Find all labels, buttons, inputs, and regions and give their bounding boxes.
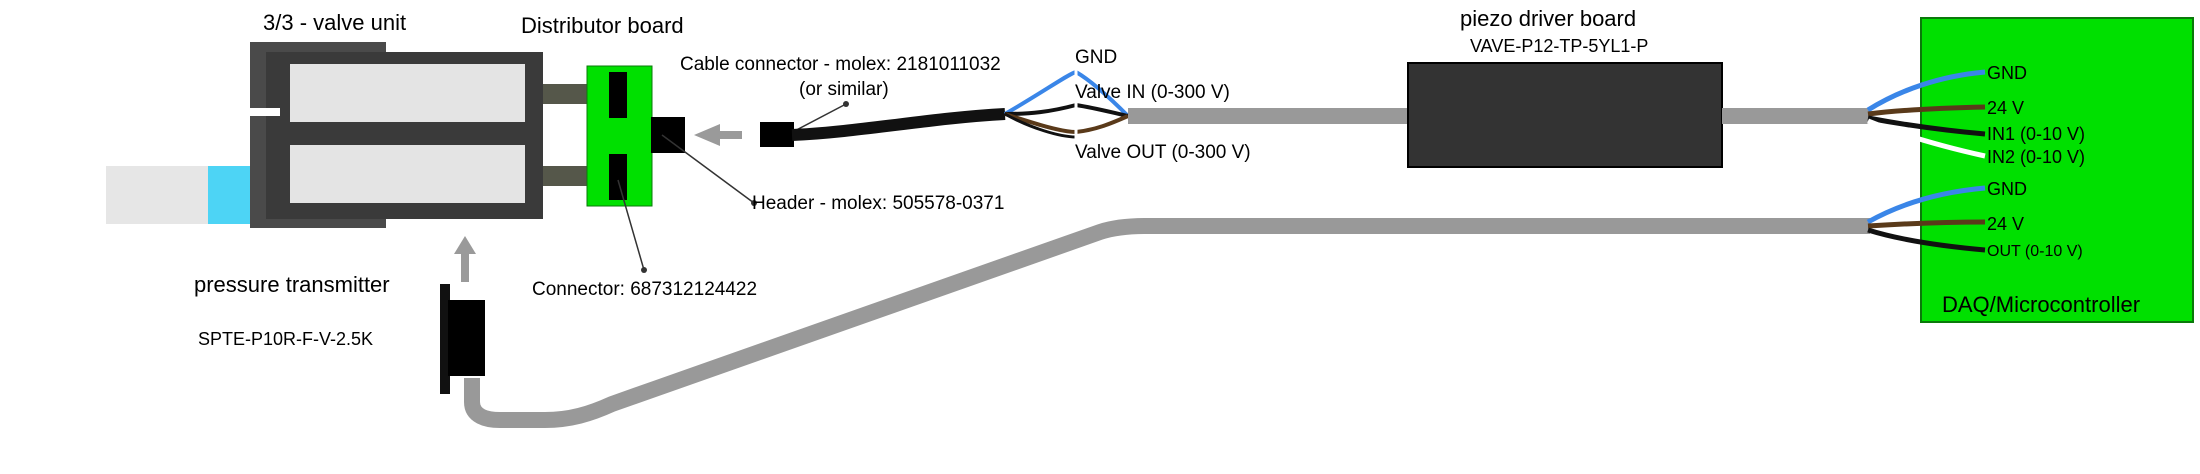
gray-cable-transmitter-daq bbox=[464, 218, 1870, 428]
cable-connector-label-1: Cable connector - molex: 2181011032 bbox=[680, 54, 1001, 75]
cable-connector-label-2: (or similar) bbox=[799, 79, 889, 100]
daq-pin-out: OUT (0-10 V) bbox=[1987, 243, 2083, 260]
daq-pin-gnd-2: GND bbox=[1987, 179, 2027, 199]
tube-fitting bbox=[208, 166, 250, 224]
cable-connector bbox=[760, 122, 794, 147]
pressure-transmitter-flange bbox=[440, 284, 450, 394]
cable-connector-leader-dot bbox=[843, 101, 849, 107]
valve-chamber-bottom bbox=[290, 145, 525, 203]
black-cable bbox=[791, 108, 1006, 141]
daq-wire-in2-white bbox=[1867, 118, 1986, 159]
daq-pin-24v-1: 24 V bbox=[1987, 98, 2024, 118]
daq-pin-in2: IN2 (0-10 V) bbox=[1987, 147, 2085, 167]
piezo-driver-title: piezo driver board bbox=[1460, 6, 1636, 31]
tube-end bbox=[106, 166, 210, 224]
wire-valve-out-label: Valve OUT (0-300 V) bbox=[1075, 142, 1251, 163]
daq-wire-24v-brown bbox=[1867, 104, 1986, 117]
header-leader bbox=[661, 134, 755, 204]
daq-title: DAQ/Microcontroller bbox=[1942, 292, 2140, 317]
valve-chamber-top bbox=[290, 64, 525, 122]
daq-pin-24v-2: 24 V bbox=[1987, 214, 2024, 234]
wire-black-lower bbox=[1004, 112, 1077, 139]
daq-pin-gnd-1: GND bbox=[1987, 63, 2027, 83]
distributor-board-label: Distributor board bbox=[521, 13, 684, 38]
distributor-connector-top bbox=[609, 72, 627, 118]
pressure-transmitter-label: pressure transmitter bbox=[194, 272, 390, 297]
daq-wire-out-black bbox=[1867, 227, 1986, 253]
insert-arrow-left bbox=[694, 124, 742, 146]
daq-sensor-wires bbox=[1866, 185, 1986, 253]
header-label: Header - molex: 505578-0371 bbox=[752, 193, 1004, 214]
insert-arrow-up bbox=[454, 236, 476, 282]
piezo-driver-model: VAVE-P12-TP-5YL1-P bbox=[1470, 36, 1648, 56]
gray-cable-valve-driver bbox=[1128, 108, 1408, 124]
pressure-transmitter bbox=[448, 300, 485, 376]
daq-wire-24v-brown-2 bbox=[1867, 219, 1986, 229]
header-leader-dot bbox=[751, 200, 757, 206]
daq-wire-in1-black bbox=[1867, 115, 1986, 137]
daq-pin-in1: IN1 (0-10 V) bbox=[1987, 124, 2085, 144]
daq-wire-gnd-blue-2 bbox=[1866, 185, 1986, 225]
connector-leader bbox=[617, 179, 645, 271]
connector-label: Connector: 687312124422 bbox=[532, 279, 757, 300]
valve-unit-label: 3/3 - valve unit bbox=[263, 10, 406, 35]
connector-leader-dot bbox=[641, 267, 647, 273]
transmitter-model-label: SPTE-P10R-F-V-2.5K bbox=[198, 329, 373, 349]
wire-valve-in-black bbox=[1004, 102, 1129, 118]
wire-valve-in-label: Valve IN (0-300 V) bbox=[1075, 82, 1230, 103]
valve-unit bbox=[250, 42, 543, 228]
daq-wire-gnd-blue bbox=[1866, 69, 1986, 113]
daq-board bbox=[1920, 17, 2194, 323]
daq-driver-wires bbox=[1866, 69, 1986, 159]
distributor-connector-bottom bbox=[609, 154, 627, 200]
gray-cable-driver-daq bbox=[1722, 108, 1870, 124]
piezo-driver-board bbox=[1407, 62, 1723, 168]
wire-gnd-label: GND bbox=[1075, 47, 1117, 68]
